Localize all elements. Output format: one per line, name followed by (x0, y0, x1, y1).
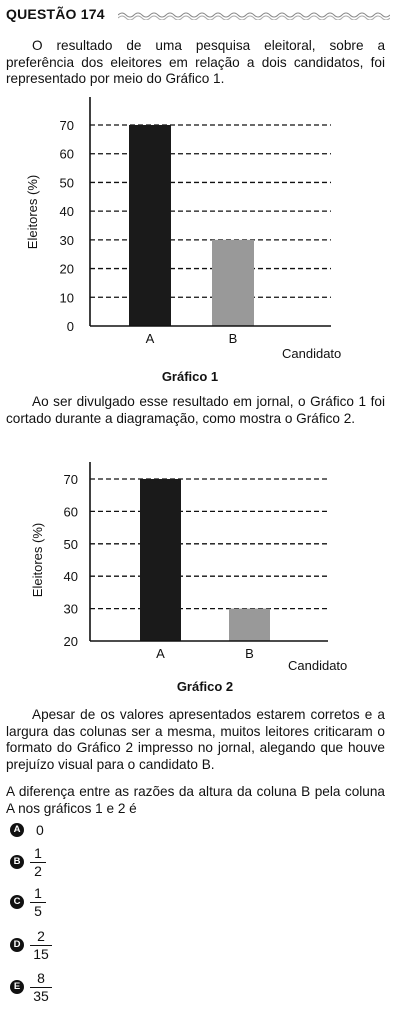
comment-paragraph: Apesar de os valores apresentados estare… (6, 707, 385, 773)
y-tick-label: 60 (60, 147, 74, 162)
numerator: 2 (37, 928, 45, 944)
comment-text: Apesar de os valores apresentados estare… (6, 707, 385, 772)
y-tick-label: 20 (64, 634, 78, 649)
denominator: 2 (34, 863, 42, 879)
prompt-paragraph: A diferença entre as razões da altura da… (6, 784, 385, 817)
y-tick-label: 50 (60, 175, 74, 190)
numerator: 1 (34, 845, 42, 861)
fraction-bar (30, 945, 52, 946)
x-tick-label: B (229, 331, 238, 346)
option-letter-badge: C (10, 895, 24, 909)
fraction: 8 35 (30, 970, 52, 1005)
x-tick-label: A (156, 646, 165, 661)
y-tick-label: 20 (60, 262, 74, 277)
y-tick-label: 40 (60, 204, 74, 219)
fraction: 2 15 (30, 928, 52, 963)
y-tick-label: 70 (60, 118, 74, 133)
y-axis-label: Eleitores (%) (25, 175, 40, 249)
x-axis-label: Candidato (288, 658, 347, 673)
option-letter-badge: A (10, 823, 24, 837)
middle-paragraph: Ao ser divulgado esse resultado em jorna… (6, 394, 385, 427)
question-header: QUESTÃO 174 (6, 4, 394, 26)
numerator: 8 (37, 970, 45, 986)
y-tick-label: 0 (67, 319, 74, 334)
y-tick-label: 40 (64, 569, 78, 584)
denominator: 5 (34, 903, 42, 919)
option-letter-badge: E (10, 980, 24, 994)
bar-b (229, 608, 270, 641)
y-tick-label: 50 (64, 537, 78, 552)
bar-b (212, 239, 254, 326)
y-tick-label: 30 (64, 602, 78, 617)
chart-1: 0 10 20 30 40 50 60 70 A B Eleitores (%) Candidato G… (25, 97, 341, 384)
intro-paragraph: O resultado de uma pesquisa eleitoral, s… (6, 38, 385, 88)
y-tick-label: 70 (64, 472, 78, 487)
wave-decoration (118, 12, 390, 20)
middle-text: Ao ser divulgado esse resultado em jorna… (6, 394, 385, 426)
denominator: 15 (33, 946, 49, 962)
option-letter-badge: B (10, 855, 24, 869)
denominator: 35 (33, 988, 49, 1004)
chart-title: Gráfico 1 (162, 369, 218, 384)
y-tick-label: 60 (64, 504, 78, 519)
x-tick-label: B (245, 646, 254, 661)
y-axis-label: Eleitores (%) (30, 523, 45, 597)
option-letter-badge: D (10, 938, 24, 952)
x-axis-label: Candidato (282, 346, 341, 361)
bar-a (140, 479, 181, 641)
prompt-text: A diferença entre as razões da altura da… (6, 784, 385, 816)
fraction-bar (30, 902, 46, 903)
x-tick-label: A (146, 331, 155, 346)
bar-a (129, 125, 171, 326)
question-title: QUESTÃO 174 (6, 6, 105, 22)
chart-title: Gráfico 2 (177, 679, 233, 694)
fraction: 1 5 (30, 885, 46, 920)
chart-2: 20 30 40 50 60 70 A B Eleitores (%) Candidato Gráf… (30, 462, 347, 694)
option-value: 0 (36, 822, 44, 838)
y-tick-label: 10 (60, 290, 74, 305)
intro-text: O resultado de uma pesquisa eleitoral, s… (6, 38, 385, 86)
numerator: 1 (34, 885, 42, 901)
fraction-bar (30, 862, 46, 863)
fraction: 1 2 (30, 845, 46, 880)
fraction-bar (30, 987, 52, 988)
y-tick-label: 30 (60, 233, 74, 248)
